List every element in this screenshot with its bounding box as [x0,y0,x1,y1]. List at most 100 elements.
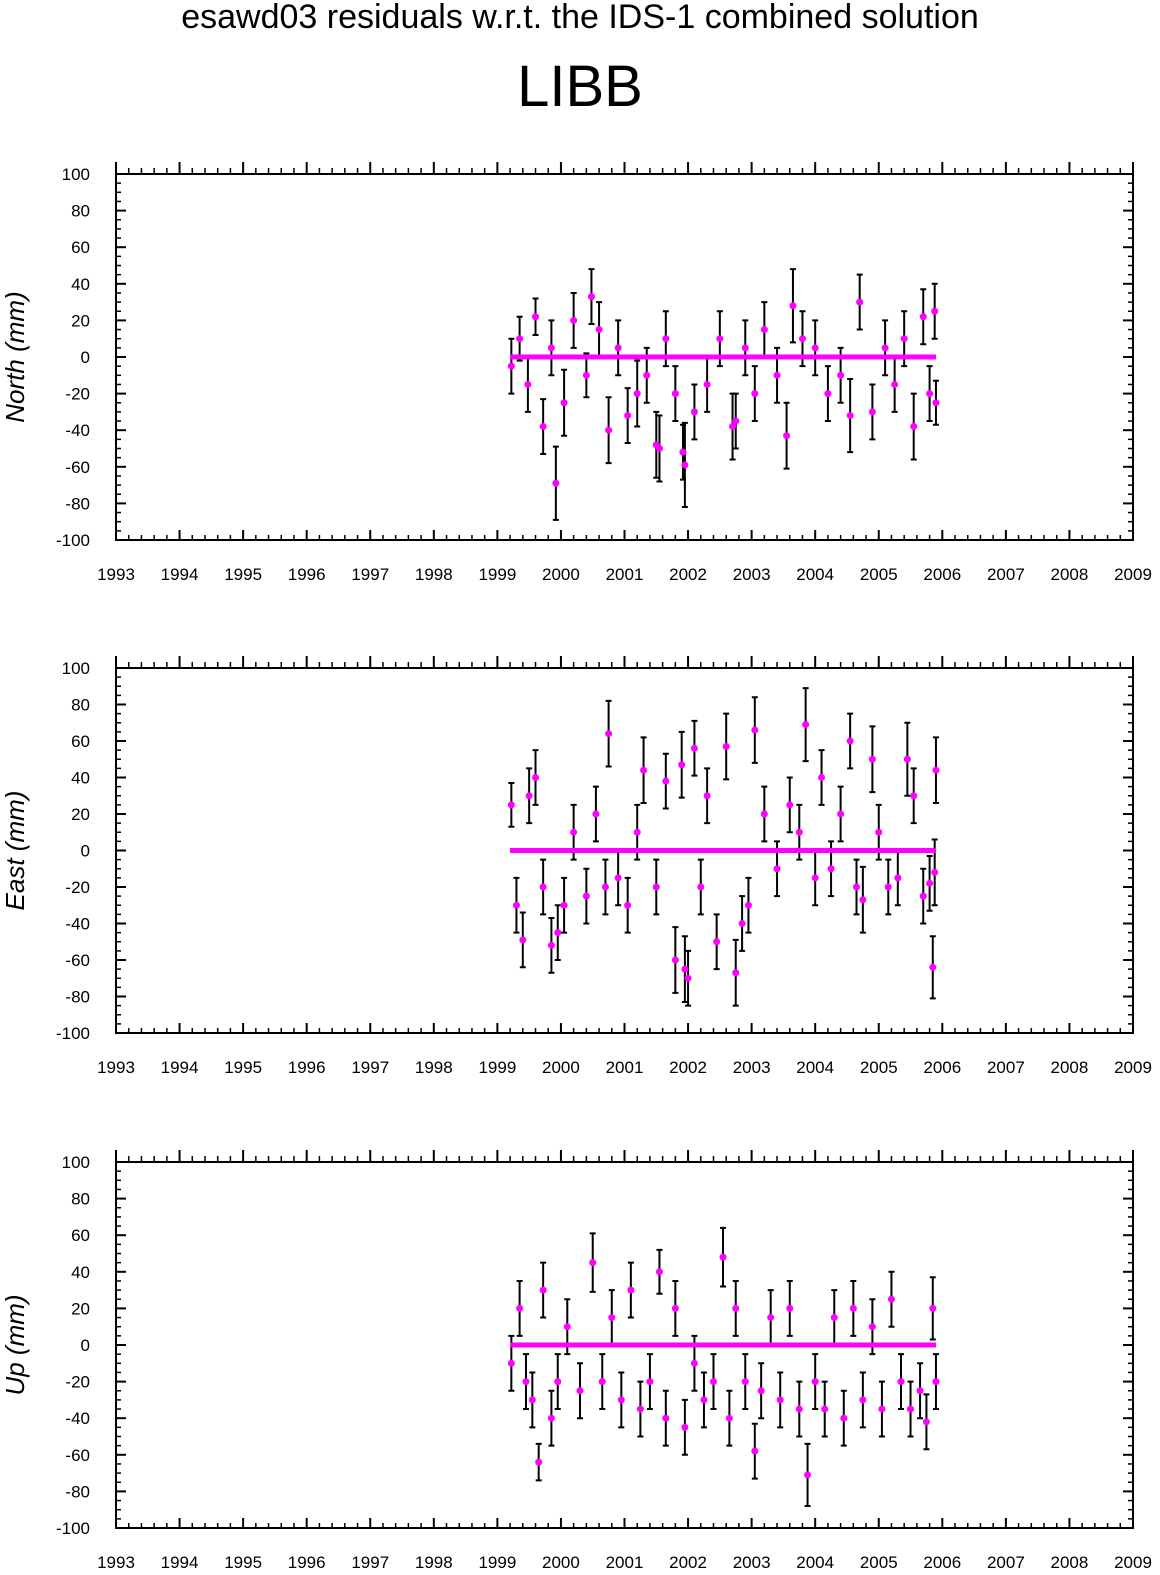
data-point [932,399,940,407]
y-tick-label: 20 [71,805,90,824]
x-tick-label: 2001 [606,565,644,584]
data-point [570,316,578,324]
data-point [922,1418,930,1426]
data-point [751,726,759,734]
data-point [802,721,810,729]
y-tick-label: 20 [71,311,90,330]
data-point [811,1378,819,1386]
x-tick-label: 1998 [415,1058,453,1077]
x-tick-label: 2004 [796,565,834,584]
data-point [897,1378,905,1386]
data-point [713,938,721,946]
data-point [786,801,794,809]
y-tick-label: -20 [65,1373,90,1392]
data-point [789,302,797,310]
x-tick-label: 1994 [161,1058,199,1077]
y-tick-label: 20 [71,1299,90,1318]
x-tick-label: 2005 [860,1553,898,1572]
data-point [627,1286,635,1294]
data-point [681,965,689,973]
x-tick-label: 2004 [796,1058,834,1077]
data-point [732,1304,740,1312]
data-point [662,1414,670,1422]
data-point [732,417,740,425]
data-point [751,1447,759,1455]
data-point [811,344,819,352]
y-tick-label: -40 [65,1409,90,1428]
data-point [931,307,939,315]
data-point [738,920,746,927]
x-tick-label: 1997 [351,565,389,584]
data-point [840,1414,848,1422]
data-point [662,335,670,343]
data-point [633,390,641,398]
data-point [539,883,547,891]
data-point [681,461,689,469]
data-point [525,792,533,800]
y-tick-label: -60 [65,951,90,970]
data-point [716,335,724,343]
data-point [827,865,835,873]
data-layer [507,268,940,521]
data-point [741,1378,749,1386]
data-point [524,380,532,388]
data-point [592,810,600,818]
data-point [646,1378,654,1386]
x-tick-label: 1996 [288,1553,326,1572]
data-point [552,479,560,487]
x-tick-label: 1994 [161,1553,199,1572]
x-tick-label: 2000 [542,565,580,584]
data-point [853,883,861,891]
y-tick-label: 40 [71,1263,90,1282]
y-tick-label: -60 [65,458,90,477]
data-point [878,1405,886,1413]
y-tick-label: -100 [56,531,90,550]
x-tick-label: 2002 [669,1553,707,1572]
data-point [859,896,867,904]
data-point [507,362,515,370]
x-tick-label: 1999 [478,1058,516,1077]
data-point [719,1253,727,1261]
x-tick-label: 2001 [606,1553,644,1572]
data-point [554,929,562,937]
data-point [776,1396,784,1404]
data-point [868,755,876,763]
data-point [837,810,845,818]
data-point [532,774,540,781]
y-tick-label: 80 [71,696,90,715]
x-tick-label: 2002 [669,565,707,584]
data-layer [507,687,940,1007]
data-point [741,344,749,352]
y-tick-label: -20 [65,385,90,404]
y-tick-label: -100 [56,1024,90,1043]
x-tick-label: 2007 [987,1058,1025,1077]
data-point [589,1259,597,1267]
data-point [624,412,632,420]
data-point [932,766,940,774]
data-point [516,1304,524,1312]
data-point [725,1414,733,1422]
data-point [563,1323,571,1331]
data-point [919,313,927,321]
data-point [614,344,622,352]
data-point [671,1304,679,1312]
data-point [856,298,864,306]
data-point [846,412,854,420]
data-point [624,901,632,909]
data-point [522,1378,530,1386]
data-point [655,445,663,452]
x-tick-label: 1995 [224,1058,262,1077]
y-tick-label: 60 [71,732,90,751]
x-tick-label: 1996 [288,1058,326,1077]
data-point [767,1314,775,1322]
data-point [824,390,832,398]
data-point [617,1396,625,1404]
data-point [560,399,568,407]
x-tick-label: 2001 [606,1058,644,1077]
x-tick-label: 2006 [923,1553,961,1572]
data-point [547,344,555,352]
data-point [547,1414,555,1422]
data-point [732,969,740,977]
data-point [690,408,698,416]
data-point [547,941,555,949]
